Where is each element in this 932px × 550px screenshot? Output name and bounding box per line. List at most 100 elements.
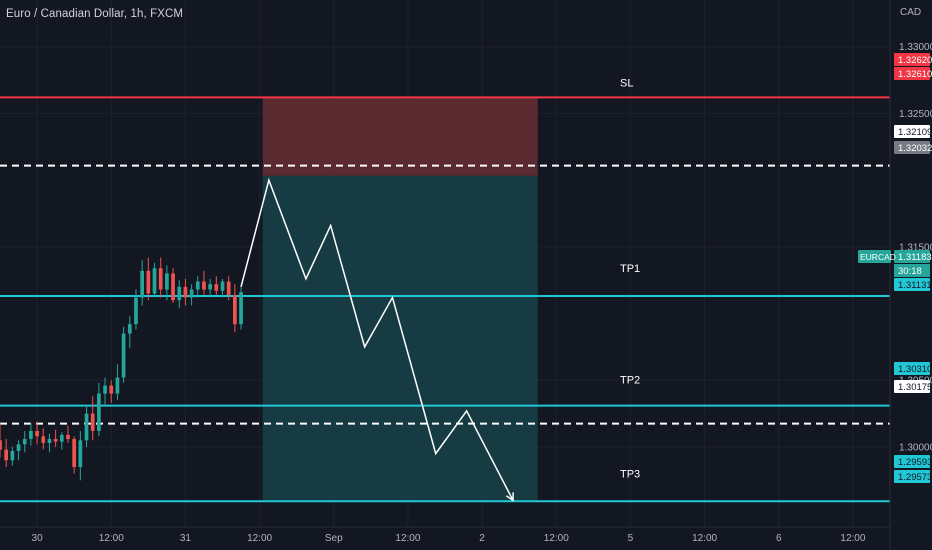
tp2-tag-text: 1.30310 <box>898 364 932 375</box>
time-tick-label: 12:00 <box>247 533 272 544</box>
sl-lower-tag-text: 1.32610 <box>898 69 932 80</box>
candle-body <box>140 270 145 298</box>
candle-body <box>109 385 114 394</box>
price-tick-label: 1.31500 <box>899 242 932 253</box>
time-axis[interactable]: 30 12:00 31 12:00 Sep 12:00 2 12:00 5 12:00 6 12:00 <box>32 533 866 544</box>
candle[interactable] <box>208 278 212 298</box>
candle[interactable] <box>16 440 21 461</box>
level-label-sl: SL <box>620 77 633 89</box>
price-tick-label: 1.32500 <box>899 109 932 120</box>
candle[interactable] <box>90 396 95 441</box>
level-label-tp3: TP3 <box>620 468 640 480</box>
candle[interactable] <box>158 257 163 298</box>
candle-body <box>22 438 27 445</box>
candle[interactable] <box>233 284 237 333</box>
candle-body <box>152 268 157 294</box>
candle[interactable] <box>84 406 89 447</box>
countdown-tag-text: 30:18 <box>898 266 922 277</box>
candle[interactable] <box>152 262 157 298</box>
candle-body <box>84 413 89 441</box>
time-tick-label: 2 <box>479 533 485 544</box>
candle[interactable] <box>189 284 194 306</box>
time-tick-label: 6 <box>776 533 782 544</box>
tp1-tag: 1.31131 <box>894 278 932 291</box>
sl-lower-tag: 1.32610 <box>894 67 932 80</box>
time-tick-label: 12:00 <box>395 533 420 544</box>
time-tick-label: 30 <box>32 533 44 544</box>
candle[interactable] <box>183 278 188 306</box>
candle[interactable] <box>109 380 114 403</box>
candle[interactable] <box>29 422 33 446</box>
candle[interactable] <box>202 270 206 295</box>
candle[interactable] <box>0 422 2 458</box>
time-tick-label: 12:00 <box>840 533 865 544</box>
candle-body <box>78 440 83 467</box>
candle-body <box>239 292 243 325</box>
candle-body <box>226 281 231 295</box>
candle[interactable] <box>177 280 182 309</box>
candle[interactable] <box>171 268 175 303</box>
candle-body <box>10 450 15 461</box>
candle[interactable] <box>10 446 15 466</box>
candle[interactable] <box>115 364 120 401</box>
candle-body <box>171 273 175 301</box>
candle[interactable] <box>47 433 52 453</box>
dashed-upper-tag: 1.32109 <box>894 125 932 138</box>
candle[interactable] <box>78 430 83 481</box>
candle[interactable] <box>103 377 107 407</box>
candle[interactable] <box>220 278 225 298</box>
candle[interactable] <box>41 428 46 450</box>
candle[interactable] <box>146 257 151 301</box>
projection-path[interactable] <box>240 177 514 501</box>
sl-upper-tag-text: 1.32620 <box>898 55 932 66</box>
sl-lower-tag-box <box>894 67 930 80</box>
candle[interactable] <box>140 260 145 306</box>
candle[interactable] <box>214 276 219 295</box>
chart-title: Euro / Canadian Dollar, 1h, FXCM <box>6 8 184 20</box>
time-tick-label: 12:00 <box>692 533 717 544</box>
candle[interactable] <box>97 382 101 437</box>
tp3-lower-tag-box <box>894 470 930 483</box>
candle-body <box>29 430 33 439</box>
candle-body <box>0 440 2 450</box>
time-tick-label: Sep <box>325 533 343 544</box>
candle-body <box>115 377 120 394</box>
entry-tag-box <box>894 141 930 154</box>
candle[interactable] <box>226 276 231 301</box>
candle[interactable] <box>127 316 132 349</box>
tp3-lower-tag-text: 1.29573 <box>898 472 932 483</box>
candle[interactable] <box>4 438 9 467</box>
candle[interactable] <box>134 289 138 330</box>
candle[interactable] <box>66 425 70 443</box>
candle[interactable] <box>239 286 243 330</box>
risk-zone <box>262 97 538 176</box>
candle[interactable] <box>165 265 169 301</box>
tp2-tag: 1.30310 <box>894 362 932 375</box>
candle-body <box>53 438 58 442</box>
sl-upper-tag-box <box>894 53 930 66</box>
symbol-tag-box <box>858 250 891 263</box>
tp1-tag-text: 1.31131 <box>898 280 932 291</box>
candle-body <box>127 324 132 334</box>
time-tick-label: 12:00 <box>544 533 569 544</box>
tp3-upper-tag: 1.29593 <box>894 455 932 468</box>
candles <box>0 257 243 481</box>
price-tags: 1.32620 1.32610 1.32109 1.32032 1.31183 30:18… <box>894 53 932 483</box>
candle-body <box>35 430 39 437</box>
candle[interactable] <box>53 429 58 447</box>
level-label-tp2: TP2 <box>620 375 640 387</box>
candle[interactable] <box>121 326 126 383</box>
time-tick-label: 12:00 <box>99 533 124 544</box>
candle[interactable] <box>35 421 39 445</box>
entry-tag-text: 1.32032 <box>898 143 932 154</box>
candle[interactable] <box>195 276 200 298</box>
tp3-upper-tag-text: 1.29593 <box>898 457 932 468</box>
dashed-upper-tag-text: 1.32109 <box>898 127 932 138</box>
candle[interactable] <box>59 432 64 450</box>
candle-body <box>66 434 70 439</box>
candle[interactable] <box>22 430 27 453</box>
candle[interactable] <box>72 436 77 474</box>
sl-upper-tag: 1.32620 <box>894 53 932 66</box>
